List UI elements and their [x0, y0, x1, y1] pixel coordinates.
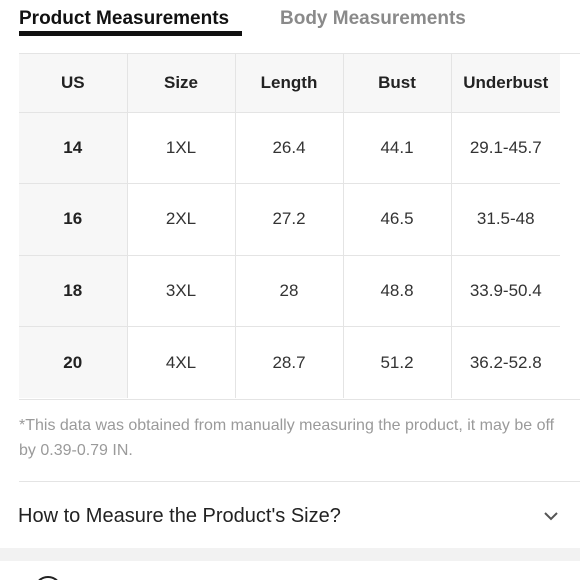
cell-size: 4XL: [127, 326, 236, 398]
header-size: Size: [127, 54, 236, 113]
header-length: Length: [235, 54, 344, 113]
cell-size: 2XL: [127, 183, 236, 255]
section-divider: [19, 481, 580, 482]
cell-us: 16: [19, 183, 128, 255]
measurement-disclaimer: *This data was obtained from manually me…: [19, 417, 555, 459]
next-section-partial: [0, 561, 580, 580]
table-row: 18 3XL 28 48.8 33.9-50.4: [19, 254, 560, 327]
cell-size: 3XL: [127, 254, 236, 327]
header-underbust: Underbust: [451, 54, 560, 113]
active-tab-indicator: [19, 31, 242, 36]
tab-product-measurements[interactable]: Product Measurements: [19, 8, 230, 29]
measurement-tabs: Product Measurements Body Measurements: [0, 0, 580, 40]
accordion-title: How to Measure the Product's Size?: [18, 505, 341, 527]
cell-underbust: 36.2-52.8: [451, 326, 560, 398]
cell-length: 28.7: [235, 326, 344, 398]
cell-bust: 51.2: [343, 326, 452, 398]
cell-length: 28: [235, 254, 344, 327]
cell-underbust: 29.1-45.7: [469, 137, 542, 157]
cell-us: 14: [19, 112, 128, 184]
cell-bust: 46.5: [343, 183, 452, 255]
cell-underbust: 33.9-50.4: [451, 254, 560, 327]
table-row: 20 4XL 28.7 51.2 36.2-52.8: [19, 326, 560, 398]
chevron-down-icon: [544, 512, 558, 521]
cell-size: 1XL: [127, 112, 236, 184]
cell-underbust: 31.5-48: [451, 183, 560, 255]
size-table: US Size Length Bust Underbust 14 1XL 26.…: [19, 53, 580, 400]
cell-length: 27.2: [235, 183, 344, 255]
cell-us: 20: [19, 326, 128, 398]
how-to-measure-accordion[interactable]: How to Measure the Product's Size?: [0, 482, 580, 548]
cell-bust: 48.8: [343, 254, 452, 327]
table-row: 16 2XL 27.2 46.5 31.5-48: [19, 183, 560, 255]
section-separator-band: [0, 548, 580, 561]
table-row: 14 1XL 26.4 44.1 29.1-45.7: [19, 112, 560, 184]
header-bust: Bust: [343, 54, 452, 113]
cell-length: 26.4: [235, 112, 344, 184]
table-header-row: US Size Length Bust Underbust: [19, 54, 560, 113]
cell-bust: 44.1: [343, 112, 452, 184]
tab-body-measurements[interactable]: Body Measurements: [280, 8, 466, 29]
header-us: US: [19, 54, 128, 113]
cell-us: 18: [19, 254, 128, 327]
